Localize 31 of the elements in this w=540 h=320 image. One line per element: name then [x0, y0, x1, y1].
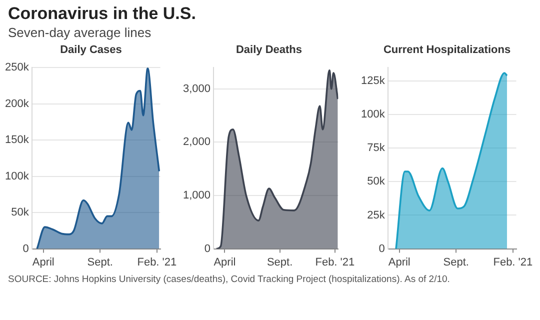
chart-title: Daily Cases	[59, 44, 123, 58]
x-tick-label: Sept.	[87, 256, 113, 268]
source-note: SOURCE: Johns Hopkins University (cases/deaths), Covid Tracking Project (hospitalizations). As of 2/10.	[8, 274, 451, 285]
x-tick-label: Feb. '21	[315, 256, 355, 268]
text: Coronavirus in the U.S.	[8, 4, 197, 24]
y-tick-label: 100k	[4, 170, 30, 182]
y-tick-label: 125k	[360, 75, 386, 88]
x-tick-label: April	[214, 256, 236, 268]
chart-title: Current Hospitalizations	[382, 44, 512, 58]
y-tick-label: 0	[22, 242, 29, 255]
text: Seven-day average lines	[8, 25, 152, 40]
y-tick-label: 0	[378, 242, 385, 255]
y-tick-label: 50k	[367, 176, 386, 188]
y-tick-label: 150k	[4, 134, 30, 146]
y-tick-label: 1,000	[182, 190, 211, 202]
x-tick-label: April	[388, 256, 410, 268]
x-tick-label: Feb. '21	[137, 256, 177, 268]
y-tick-label: 75k	[367, 142, 386, 154]
x-tick-label: Feb. '21	[493, 256, 533, 268]
y-tick-label: 100k	[360, 108, 386, 121]
chart-title: Daily Deaths	[234, 44, 304, 58]
y-tick-label: 3,000	[182, 82, 211, 95]
y-tick-label: 50k	[11, 206, 30, 219]
y-tick-label: 200k	[4, 98, 30, 110]
y-tick-label: 250k	[4, 62, 30, 74]
y-tick-label: 2,000	[182, 136, 211, 148]
y-tick-label: 0	[204, 242, 211, 255]
y-tick-label: 25k	[367, 209, 386, 222]
x-tick-label: Sept.	[443, 256, 469, 268]
x-tick-label: Sept.	[266, 256, 293, 268]
x-tick-label: April	[32, 256, 54, 268]
